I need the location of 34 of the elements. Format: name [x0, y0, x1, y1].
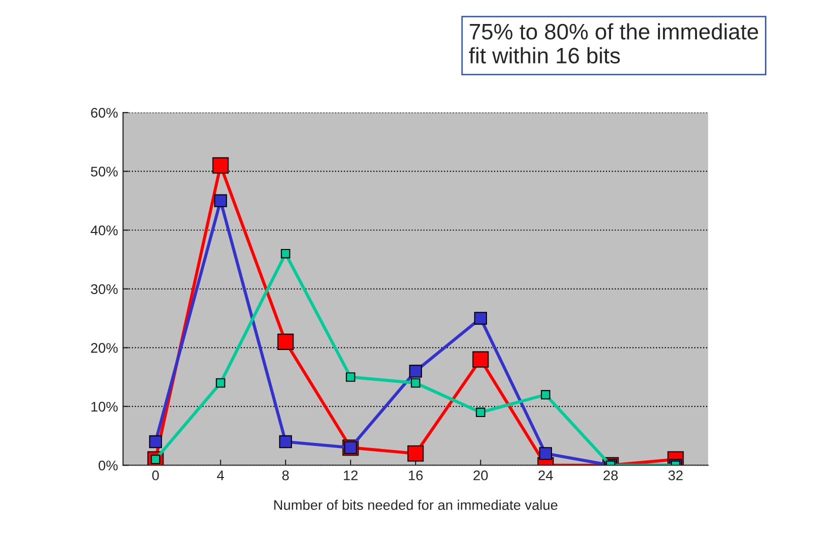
x-tick-label: 16: [408, 470, 423, 480]
point: [149, 435, 162, 448]
x-tick-label: 8: [282, 470, 289, 480]
point: [474, 312, 487, 325]
x-tick-label: 24: [538, 470, 553, 480]
text: 75% to 80% of the immediate fit within 16 bits: [469, 23, 758, 64]
x-tick-label: 4: [217, 470, 224, 480]
point: [277, 334, 294, 350]
point: [216, 378, 226, 388]
y-tick-label: 20%: [91, 343, 118, 353]
point: [476, 408, 486, 418]
point: [214, 194, 227, 208]
point: [407, 445, 424, 462]
y-tick-label: 30%: [90, 284, 118, 294]
x-axis-title: Number of bits needed for an immediate value: [274, 500, 558, 510]
x-tick-label: 12: [344, 470, 358, 480]
point: [212, 157, 229, 174]
y-tick-label: 10%: [91, 402, 118, 412]
y-tick-label: 60%: [91, 108, 118, 118]
point: [279, 435, 292, 448]
y-tick-label: 0%: [98, 460, 118, 470]
y-tick-label: 40%: [90, 225, 118, 236]
x-tick-label: 20: [474, 470, 488, 480]
point: [540, 390, 550, 400]
point: [409, 364, 422, 378]
point: [472, 351, 489, 368]
y-tick-label: 50%: [90, 166, 118, 177]
point: [280, 248, 290, 258]
x-tick-label: 0: [152, 470, 159, 480]
x-tick-label: 28: [604, 470, 618, 480]
point: [410, 378, 420, 388]
point: [346, 372, 356, 382]
point: [539, 447, 552, 460]
x-tick-label: 32: [668, 470, 683, 480]
